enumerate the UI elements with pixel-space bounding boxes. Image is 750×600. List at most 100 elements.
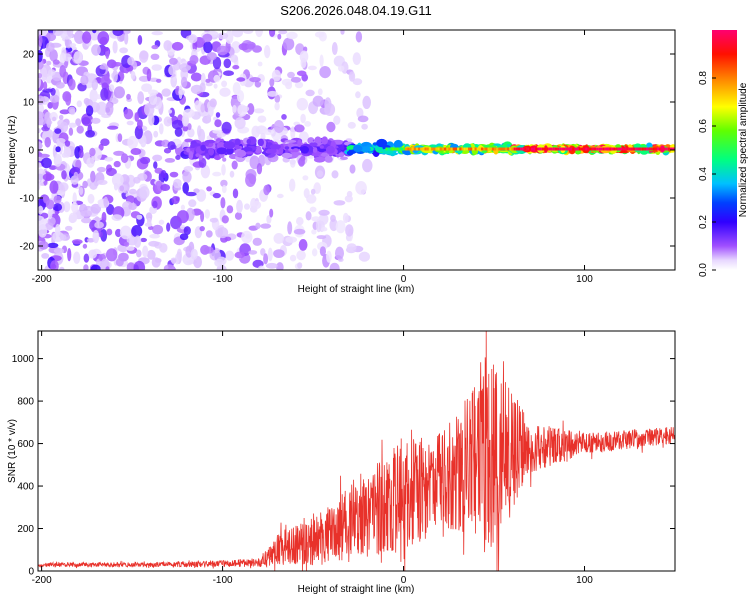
heatmap-cell <box>563 147 566 151</box>
heatmap-cell <box>349 164 356 174</box>
heatmap-cell <box>49 180 59 194</box>
heatmap-cell <box>340 145 345 151</box>
heatmap-cell <box>282 37 295 51</box>
heatmap-cell <box>215 112 221 118</box>
heatmap-cell <box>140 156 151 165</box>
heatmap-cell <box>105 102 114 116</box>
heatmap-cell <box>168 65 176 76</box>
heatmap-cell <box>624 147 627 151</box>
heatmap-cell <box>346 243 357 251</box>
colorbar-gradient <box>712 30 737 270</box>
heatmap-cell <box>198 157 207 168</box>
heatmap-cell <box>45 42 55 52</box>
heatmap-cell <box>199 226 205 232</box>
heatmap-cell <box>454 147 458 151</box>
heatmap-cell <box>548 147 551 151</box>
heatmap-cell <box>155 180 163 193</box>
heatmap-cell <box>58 114 64 120</box>
heatmap-cell <box>635 147 638 151</box>
heatmap-cell <box>207 106 214 117</box>
heatmap-cell <box>61 170 67 180</box>
heatmap-cell <box>593 147 597 151</box>
y-tick-label: 20 <box>23 50 35 61</box>
heatmap-cell <box>234 117 246 130</box>
heatmap-cell <box>300 57 307 69</box>
heatmap-cell <box>53 247 65 254</box>
heatmap-cell <box>500 147 503 151</box>
heatmap-cell <box>420 147 423 151</box>
heatmap-cell <box>333 115 341 125</box>
heatmap-cell <box>661 147 664 151</box>
heatmap-cell <box>266 215 272 224</box>
heatmap-cell <box>669 147 673 151</box>
heatmap-cell <box>284 139 297 143</box>
heatmap-cell <box>230 54 239 63</box>
heatmap-cell <box>171 119 184 130</box>
heatmap-cell <box>152 200 158 209</box>
heatmap-cell <box>326 121 336 133</box>
heatmap-cell <box>137 91 145 105</box>
heatmap-cell <box>296 250 306 261</box>
heatmap-cell <box>46 60 52 66</box>
heatmap-cell <box>319 66 331 79</box>
heatmap-cell <box>324 155 333 163</box>
heatmap-cell <box>90 264 101 270</box>
heatmap-cell <box>97 199 104 205</box>
heatmap-cell <box>281 114 287 120</box>
y-tick-label: 600 <box>17 439 34 450</box>
heatmap-cell <box>113 150 125 156</box>
x-tick-label: 0 <box>401 274 407 285</box>
heatmap-cell <box>248 250 258 255</box>
heatmap-cell <box>134 125 143 140</box>
colorbar-tick-label: 0.6 <box>698 119 709 133</box>
heatmap-cell <box>457 147 460 151</box>
heatmap-cell <box>55 146 61 153</box>
heatmap-cell <box>321 136 329 145</box>
heatmap-cell <box>194 100 201 111</box>
heatmap-cell <box>68 212 78 223</box>
heatmap-cell <box>134 112 140 122</box>
heatmap-cell <box>320 227 328 232</box>
heatmap-cell <box>130 71 136 80</box>
heatmap-cell <box>38 74 42 89</box>
heatmap-cell <box>85 105 94 117</box>
heatmap-cell <box>362 158 373 173</box>
heatmap-cell <box>276 193 284 199</box>
heatmap-cell <box>289 178 296 192</box>
heatmap-cell <box>92 30 97 34</box>
heatmap-cell <box>38 128 41 133</box>
heatmap-cell <box>304 121 311 127</box>
heatmap-cell <box>557 147 560 151</box>
heatmap-cell <box>232 65 240 70</box>
heatmap-cell <box>159 123 164 135</box>
heatmap-cell <box>255 222 261 229</box>
heatmap-cell <box>219 87 231 97</box>
heatmap-cell <box>344 195 353 203</box>
heatmap-cell <box>190 248 198 260</box>
heatmap-cell <box>511 147 514 151</box>
heatmap-cell <box>648 147 651 151</box>
heatmap-cell <box>309 206 317 213</box>
heatmap-cell <box>296 97 308 111</box>
heatmap-cell <box>74 30 85 44</box>
heatmap-cell <box>151 31 163 36</box>
heatmap-cell <box>574 147 577 151</box>
heatmap-cell <box>89 89 98 103</box>
heatmap-cell <box>524 147 527 151</box>
spectrogram-xlabel: Height of straight line (km) <box>298 284 415 295</box>
heatmap-cell <box>55 223 61 237</box>
heatmap-cell <box>273 249 285 258</box>
heatmap-cell <box>269 144 282 150</box>
heatmap-cell <box>271 69 281 82</box>
heatmap-cell <box>234 212 243 220</box>
heatmap-cell <box>38 162 42 169</box>
x-tick-label: 100 <box>576 575 593 586</box>
heatmap-cell <box>355 91 361 99</box>
heatmap-cell <box>47 208 53 220</box>
heatmap-cell <box>55 82 65 89</box>
heatmap-cell <box>232 188 239 199</box>
heatmap-cell <box>106 228 113 236</box>
heatmap-cell <box>46 117 52 128</box>
